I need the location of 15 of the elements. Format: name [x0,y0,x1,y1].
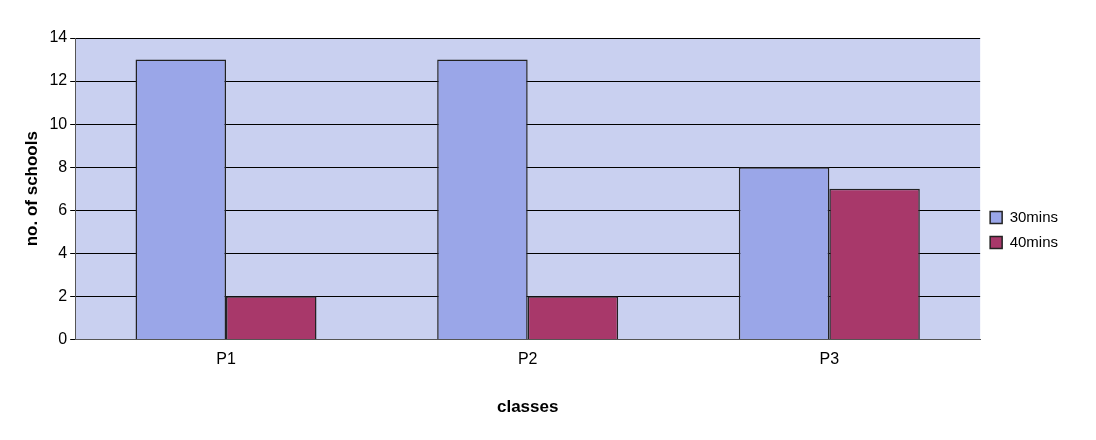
y-tick-label: 12 [49,71,68,89]
y-tick-label: 2 [58,286,68,304]
x-axis-title: classes [496,397,559,417]
legend-label: 30mins [1009,207,1058,225]
x-tick-label: P2 [517,350,538,368]
x-tick-label: P1 [216,350,236,368]
x-tick-label: P3 [819,350,840,368]
y-tick-label: 10 [49,114,68,132]
y-tick-label: 4 [58,243,68,261]
y-tick-label: 14 [49,28,68,46]
y-axis-title: no. of schools [21,131,41,247]
y-tick-label: 8 [58,157,68,175]
y-tick-label: 6 [58,200,68,218]
y-tick-label: 0 [58,329,68,347]
legend-label: 40mins [1009,232,1058,250]
